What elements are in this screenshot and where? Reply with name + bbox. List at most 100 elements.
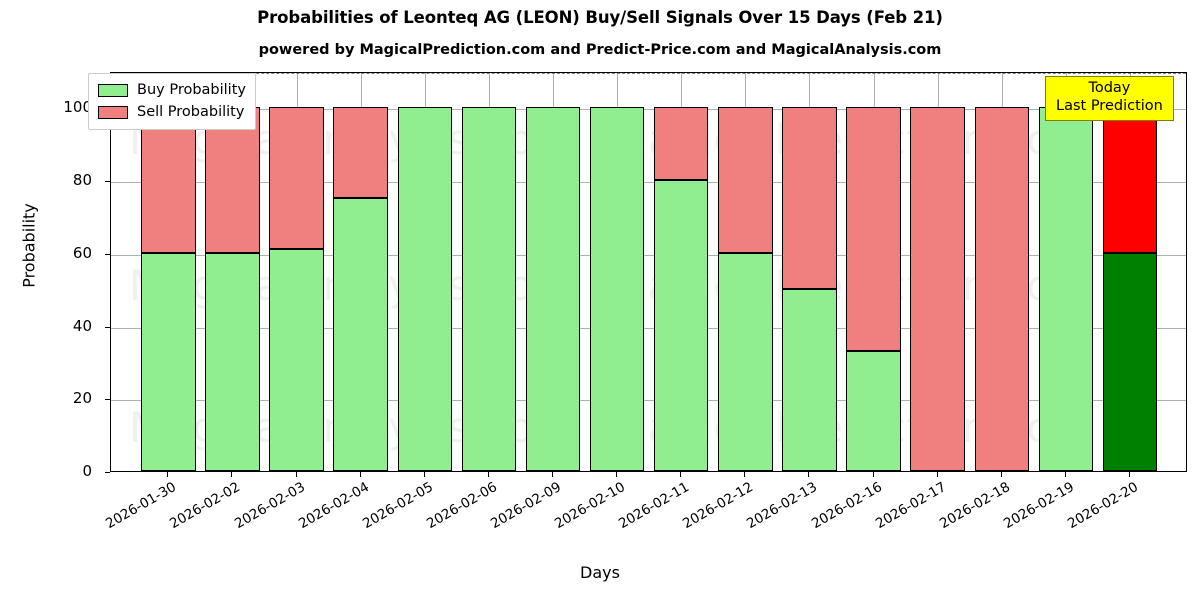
bar-segment-buy [269,249,324,471]
bar-segment-sell [718,107,773,253]
y-tick-mark [105,399,110,401]
bar-segment-buy [589,107,645,471]
gridline-horizontal [111,109,1186,111]
x-tick-label: 2026-02-13 [744,479,821,533]
y-tick-mark [105,181,110,183]
x-tick-label: 2026-02-04 [295,479,372,533]
legend-label-buy: Buy Probability [137,82,246,98]
bar-segment-buy [782,289,837,471]
bar-group [846,73,901,471]
bar-group [1038,73,1094,471]
bar-segment-buy [461,107,517,471]
x-tick-label: 2026-02-18 [936,479,1013,533]
y-tick-mark [105,326,110,328]
bar-segment-sell [782,107,837,290]
x-axis-label: Days [580,563,620,582]
x-tick-label: 2026-02-19 [1000,479,1077,533]
bar-group [782,73,837,471]
x-tick-mark [1129,472,1130,477]
bar-group [910,73,965,471]
bar-segment-sell [333,107,388,199]
x-tick-mark [680,472,681,477]
y-tick-label: 60 [72,243,92,262]
x-tick-label: 2026-02-06 [423,479,500,533]
bar-segment-sell [974,107,1029,471]
bar-segment-buy [718,252,773,471]
y-tick-label: 40 [72,316,92,335]
x-tick-mark [231,472,232,477]
bar-segment-buy [1102,252,1158,471]
x-tick-label: 2026-02-16 [808,479,885,533]
bar-group [589,73,645,471]
chart-subtitle: powered by MagicalPrediction.com and Pre… [258,42,942,58]
bar-segment-buy [397,107,453,471]
x-tick-mark [552,472,553,477]
bar-segment-buy [846,351,901,471]
x-tick-mark [744,472,745,477]
x-tick-mark [488,472,489,477]
bar-segment-buy [333,198,388,471]
legend-swatch-sell [98,105,128,119]
bar-segment-sell [1102,107,1158,253]
bar-segment-sell [205,107,260,253]
legend-swatch-buy [98,83,128,97]
bar-group [653,73,709,471]
x-tick-label: 2026-02-12 [680,479,757,533]
x-tick-mark [296,472,297,477]
bar-segment-sell [653,107,709,181]
x-tick-label: 2026-02-05 [359,479,436,533]
today-label-line1: Today [1088,80,1131,96]
today-annotation: Today Last Prediction [1045,76,1174,122]
x-tick-mark [937,472,938,477]
bar-group [974,73,1029,471]
x-tick-mark [167,472,168,477]
bar-segment-buy [653,180,709,471]
bar-group [461,73,517,471]
x-tick-label: 2026-02-11 [616,479,693,533]
today-label-line2: Last Prediction [1056,97,1163,114]
bar-group [205,73,260,471]
y-tick-mark [105,472,110,473]
x-tick-mark [873,472,874,477]
bar-segment-buy [141,252,196,471]
bar-today [1102,73,1158,471]
bar-group [333,73,388,471]
reference-dashed-line [111,73,1186,74]
gridline-horizontal [111,254,1186,256]
y-tick-label: 0 [82,462,92,480]
y-tick-label: 100 [63,98,92,117]
bar-segment-sell [846,107,901,351]
x-tick-label: 2026-02-09 [488,479,565,533]
y-tick-label: 80 [72,171,92,190]
bar-group [525,73,581,471]
x-tick-mark [616,472,617,477]
legend-item-buy: Buy Probability [98,79,246,101]
y-tick-mark [105,253,110,255]
gridline-horizontal [111,182,1186,184]
legend-item-sell: Sell Probability [98,101,246,123]
bar-segment-buy [525,107,581,471]
x-tick-label: 2026-01-30 [103,479,180,533]
gridline-horizontal [111,400,1186,402]
bar-segment-sell [910,107,965,471]
bar-segment-buy [205,252,260,471]
bar-segment-sell [141,107,196,253]
x-tick-label: 2026-02-10 [552,479,629,533]
x-tick-mark [424,472,425,477]
legend-label-sell: Sell Probability [137,104,245,120]
bar-group [718,73,773,471]
y-tick-label: 20 [72,389,92,408]
x-tick-mark [360,472,361,477]
gridline-horizontal [111,327,1186,329]
chart-title: Probabilities of Leonteq AG (LEON) Buy/S… [257,8,943,27]
x-tick-mark [1001,472,1002,477]
x-tick-label: 2026-02-20 [1065,479,1141,533]
bar-group [141,73,196,471]
bar-segment-buy [1038,107,1094,471]
bar-group [269,73,324,471]
plot-area: MagicalAnalysis.comMagicalPrediction.com… [110,72,1187,472]
x-tick-label: 2026-02-02 [167,479,244,533]
x-tick-label: 2026-02-03 [231,479,308,533]
x-tick-mark [808,472,809,477]
